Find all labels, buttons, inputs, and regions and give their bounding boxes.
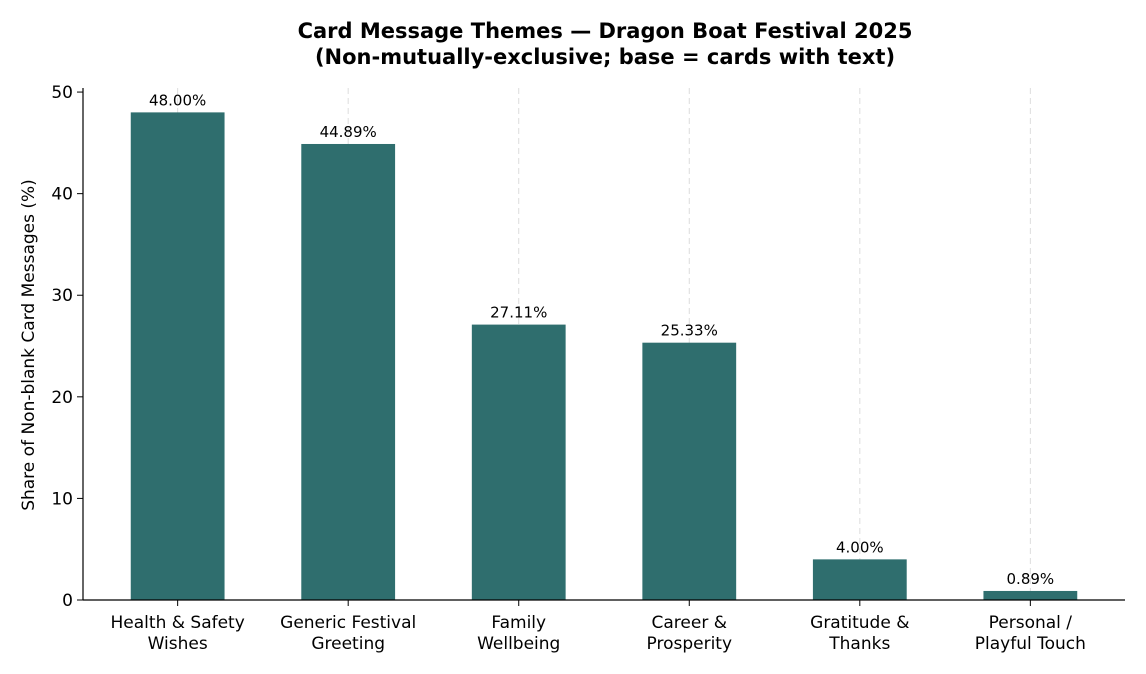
chart-subtitle: (Non-mutually-exclusive; base = cards wi… (315, 45, 895, 69)
y-axis-label: Share of Non-blank Card Messages (%) (19, 179, 39, 511)
y-tick-label: 30 (51, 286, 73, 306)
x-tick-label: Health & Safety Wishes (111, 613, 245, 654)
x-tick-label: Career & Prosperity (647, 613, 733, 654)
x-tick-label: Family Wellbeing (477, 613, 560, 654)
bar (812, 559, 907, 600)
value-label: 4.00% (836, 538, 884, 556)
x-tick-label: Generic Festival Greeting (280, 613, 416, 654)
y-tick-label: 10 (51, 489, 73, 509)
chart-title: Card Message Themes — Dragon Boat Festiv… (298, 19, 913, 43)
value-label: 27.11% (490, 304, 547, 322)
x-tick-label: Personal / Playful Touch (975, 613, 1086, 654)
bar (983, 590, 1078, 600)
bar (130, 112, 225, 600)
bar (642, 342, 737, 600)
y-tick-label: 50 (51, 83, 73, 103)
value-label: 0.89% (1007, 570, 1055, 588)
bar (471, 324, 566, 600)
bar (301, 143, 396, 600)
value-label: 48.00% (149, 91, 206, 109)
y-tick-label: 20 (51, 388, 73, 408)
value-label: 25.33% (661, 322, 718, 340)
y-tick-label: 40 (51, 185, 73, 205)
y-tick-label: 0 (62, 591, 73, 611)
x-tick-label: Gratitude & Thanks (810, 613, 909, 654)
value-label: 44.89% (320, 123, 377, 141)
